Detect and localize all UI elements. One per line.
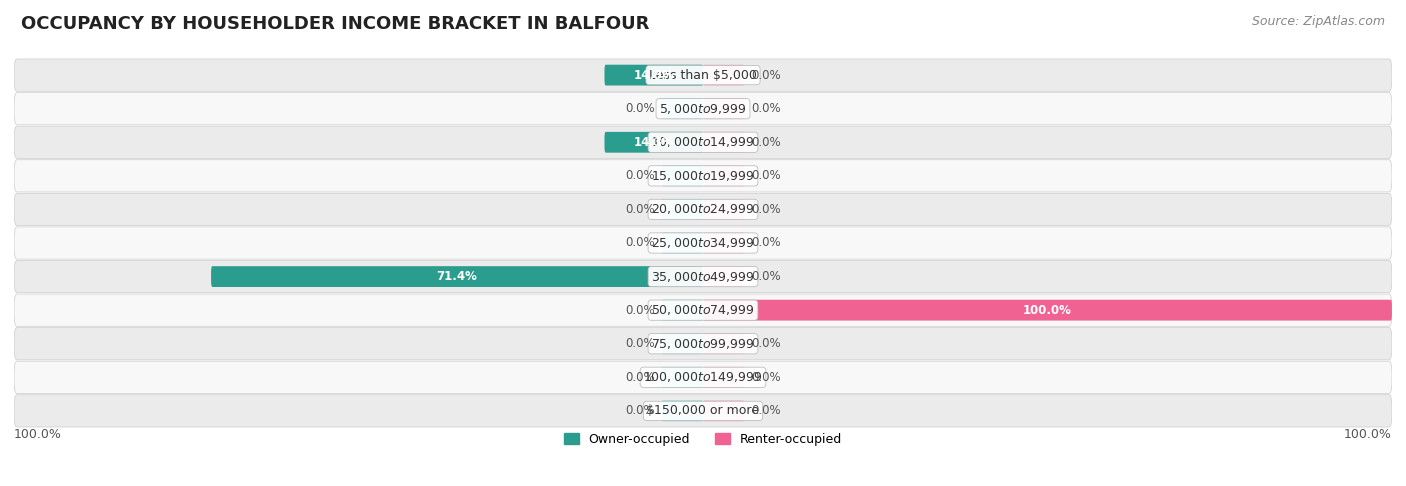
Text: 100.0%: 100.0%: [1344, 428, 1392, 441]
FancyBboxPatch shape: [703, 199, 744, 220]
FancyBboxPatch shape: [14, 361, 1392, 394]
FancyBboxPatch shape: [14, 59, 1392, 91]
FancyBboxPatch shape: [14, 92, 1392, 125]
FancyBboxPatch shape: [703, 233, 744, 253]
FancyBboxPatch shape: [14, 395, 1392, 427]
Text: 0.0%: 0.0%: [626, 169, 655, 182]
FancyBboxPatch shape: [662, 400, 703, 421]
FancyBboxPatch shape: [605, 65, 703, 86]
FancyBboxPatch shape: [14, 193, 1392, 226]
Text: 0.0%: 0.0%: [626, 102, 655, 115]
FancyBboxPatch shape: [14, 227, 1392, 259]
Text: 100.0%: 100.0%: [1024, 304, 1071, 317]
FancyBboxPatch shape: [662, 199, 703, 220]
Text: $20,000 to $24,999: $20,000 to $24,999: [651, 203, 755, 216]
Text: $150,000 or more: $150,000 or more: [647, 404, 759, 417]
Text: Source: ZipAtlas.com: Source: ZipAtlas.com: [1251, 15, 1385, 28]
Text: 0.0%: 0.0%: [751, 337, 780, 350]
FancyBboxPatch shape: [662, 333, 703, 354]
Text: 0.0%: 0.0%: [626, 203, 655, 216]
FancyBboxPatch shape: [703, 300, 1392, 321]
FancyBboxPatch shape: [662, 233, 703, 253]
FancyBboxPatch shape: [14, 328, 1392, 360]
Text: $5,000 to $9,999: $5,000 to $9,999: [659, 102, 747, 116]
Text: $25,000 to $34,999: $25,000 to $34,999: [651, 236, 755, 250]
Text: 14.3%: 14.3%: [633, 69, 675, 82]
Text: 0.0%: 0.0%: [751, 270, 780, 283]
Text: 0.0%: 0.0%: [751, 69, 780, 82]
Text: $15,000 to $19,999: $15,000 to $19,999: [651, 169, 755, 183]
FancyBboxPatch shape: [662, 367, 703, 388]
Legend: Owner-occupied, Renter-occupied: Owner-occupied, Renter-occupied: [558, 428, 848, 451]
Text: 71.4%: 71.4%: [437, 270, 478, 283]
Text: 0.0%: 0.0%: [751, 237, 780, 249]
FancyBboxPatch shape: [662, 300, 703, 321]
FancyBboxPatch shape: [14, 126, 1392, 158]
FancyBboxPatch shape: [662, 165, 703, 186]
Text: 0.0%: 0.0%: [626, 304, 655, 317]
FancyBboxPatch shape: [662, 98, 703, 119]
Text: $75,000 to $99,999: $75,000 to $99,999: [651, 337, 755, 351]
Text: 0.0%: 0.0%: [751, 371, 780, 384]
Text: 0.0%: 0.0%: [626, 337, 655, 350]
FancyBboxPatch shape: [14, 160, 1392, 192]
Text: 0.0%: 0.0%: [626, 237, 655, 249]
FancyBboxPatch shape: [703, 132, 744, 153]
FancyBboxPatch shape: [703, 333, 744, 354]
Text: 0.0%: 0.0%: [751, 404, 780, 417]
Text: 14.3%: 14.3%: [633, 136, 675, 149]
Text: OCCUPANCY BY HOUSEHOLDER INCOME BRACKET IN BALFOUR: OCCUPANCY BY HOUSEHOLDER INCOME BRACKET …: [21, 15, 650, 33]
Text: $10,000 to $14,999: $10,000 to $14,999: [651, 135, 755, 149]
Text: 100.0%: 100.0%: [14, 428, 62, 441]
FancyBboxPatch shape: [605, 132, 703, 153]
Text: Less than $5,000: Less than $5,000: [650, 69, 756, 82]
FancyBboxPatch shape: [14, 260, 1392, 293]
Text: 0.0%: 0.0%: [751, 203, 780, 216]
FancyBboxPatch shape: [703, 400, 744, 421]
FancyBboxPatch shape: [703, 65, 744, 86]
FancyBboxPatch shape: [14, 294, 1392, 326]
Text: 0.0%: 0.0%: [626, 371, 655, 384]
FancyBboxPatch shape: [703, 367, 744, 388]
Text: 0.0%: 0.0%: [751, 169, 780, 182]
Text: $35,000 to $49,999: $35,000 to $49,999: [651, 270, 755, 283]
FancyBboxPatch shape: [703, 98, 744, 119]
FancyBboxPatch shape: [703, 165, 744, 186]
Text: $100,000 to $149,999: $100,000 to $149,999: [644, 370, 762, 384]
Text: $50,000 to $74,999: $50,000 to $74,999: [651, 303, 755, 317]
Text: 0.0%: 0.0%: [751, 102, 780, 115]
Text: 0.0%: 0.0%: [751, 136, 780, 149]
FancyBboxPatch shape: [703, 266, 744, 287]
FancyBboxPatch shape: [211, 266, 703, 287]
Text: 0.0%: 0.0%: [626, 404, 655, 417]
